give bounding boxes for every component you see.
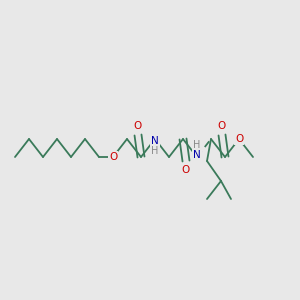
Text: O: O <box>218 121 226 131</box>
Text: O: O <box>235 134 243 144</box>
Text: H: H <box>151 146 159 156</box>
Text: N: N <box>193 150 201 160</box>
Text: H: H <box>193 140 201 150</box>
Text: O: O <box>109 152 117 162</box>
Text: O: O <box>182 165 190 175</box>
Text: O: O <box>134 121 142 131</box>
Text: N: N <box>151 136 159 146</box>
